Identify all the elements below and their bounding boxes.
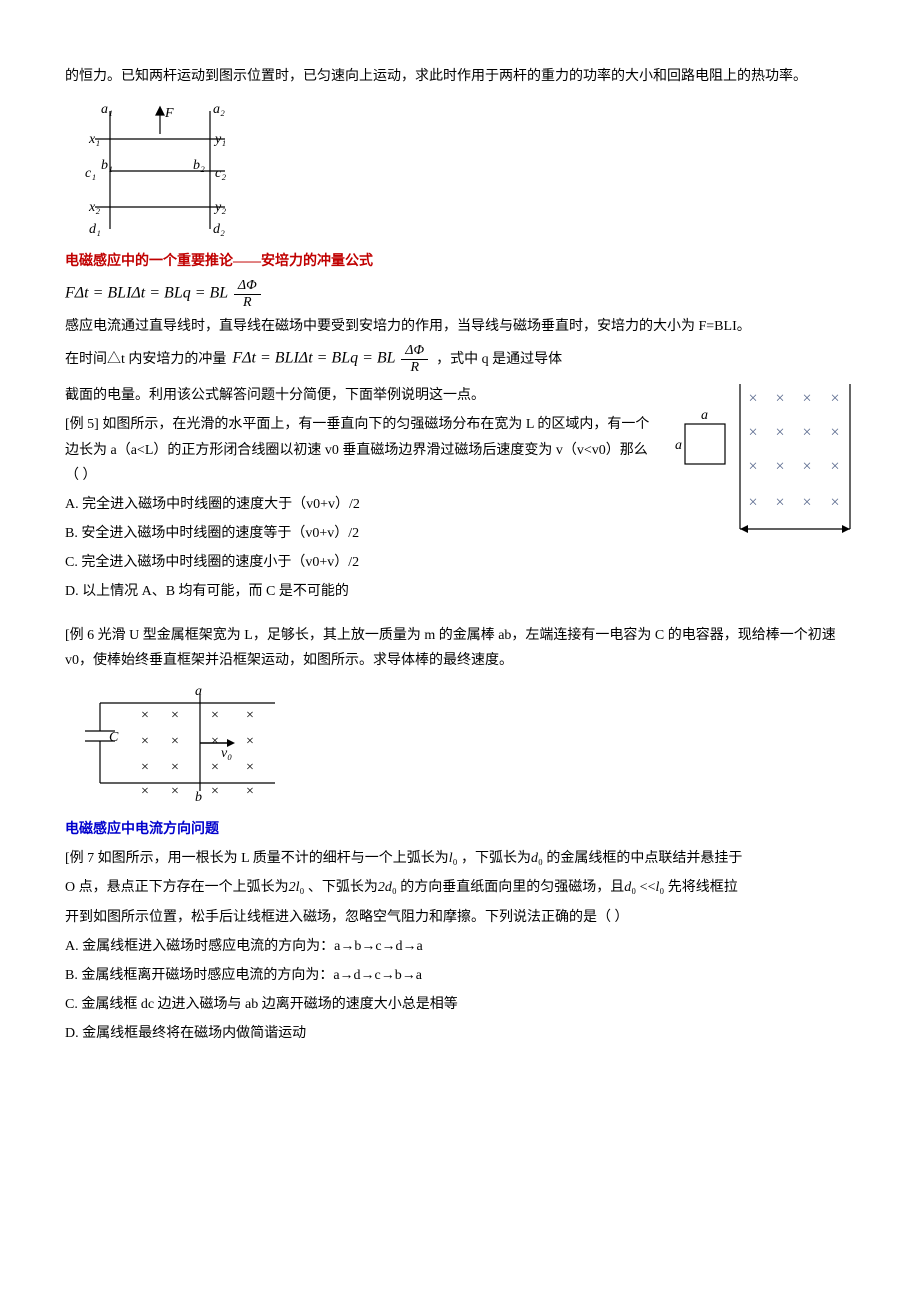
section1-title: 电磁感应中的一个重要推论——安培力的冲量公式 [65,249,855,274]
svg-text:×: × [171,708,179,723]
svg-text:a₂: a₂ [213,102,225,117]
svg-text:×: × [775,458,784,475]
example7-line3: 开到如图所示位置，松手后让线框进入磁场，忽略空气阻力和摩擦。下列说法正确的是（ … [65,905,855,930]
svg-text:×: × [211,760,219,775]
formula-fraction: ΔΦ R [234,278,261,310]
impulse-formula: FΔt = BLIΔt = BLq = BL ΔΦ R [65,278,855,310]
svg-text:y₂: y₂ [213,200,226,215]
svg-text:×: × [775,494,784,511]
svg-text:a₁: a₁ [101,102,113,117]
svg-text:×: × [830,494,839,511]
ex7-post2: ₀ 先将线框拉 [659,880,737,895]
svg-text:×: × [830,424,839,441]
figure-ex6: × × × × × × × × × × × × × × × × a b C v₀ [65,683,855,803]
svg-text:×: × [246,734,254,749]
svg-text:×: × [748,424,757,441]
svg-text:×: × [246,784,254,799]
svg-text:×: × [748,390,757,407]
svg-text:×: × [171,734,179,749]
example7-optB: B. 金属线框离开磁场时感应电流的方向为：a→d→c→b→a [65,963,855,988]
ex7-d0: d [531,851,538,866]
svg-text:x₂: x₂ [88,200,100,215]
formula-lhs: FΔt = BLIΔt = BLq = BL [65,285,228,302]
svg-text:b₂: b₂ [193,158,205,173]
svg-text:×: × [830,390,839,407]
p2-post: ，式中 q 是通过导体 [436,347,562,372]
ex7-cond-mid: ₀ << [631,880,655,895]
ex7-2d0: 2d [378,880,392,895]
svg-text:a: a [701,408,708,423]
svg-text:×: × [211,784,219,799]
svg-text:×: × [211,708,219,723]
svg-text:×: × [748,458,757,475]
section1-p2: 在时间△t 内安培力的冲量 FΔt = BLIΔt = BLq = BL ΔΦ … [65,343,855,375]
svg-text:×: × [141,708,149,723]
ex7-pre1: [例 7 如图所示，用一根长为 L 质量不计的细杆与一个上弧长为 [65,851,449,866]
frac-num: ΔΦ [234,278,261,294]
svg-text:×: × [802,424,811,441]
intro-paragraph: 的恒力。已知两杆运动到图示位置时，已匀速向上运动，求此时作用于两杆的重力的功率的… [65,64,855,89]
section2-title: 电磁感应中电流方向问题 [65,817,855,842]
svg-text:×: × [775,390,784,407]
svg-text:×: × [246,708,254,723]
svg-text:×: × [211,734,219,749]
svg-text:v₀: v₀ [221,746,232,761]
example5-optC: C. 完全进入磁场中时线圈的速度小于（v0+v）/2 [65,550,655,575]
svg-text:×: × [141,760,149,775]
example7-optC: C. 金属线框 dc 边进入磁场与 ab 边离开磁场的速度大小总是相等 [65,992,855,1017]
svg-text:b₁: b₁ [101,158,113,173]
svg-text:×: × [830,458,839,475]
svg-text:×: × [141,784,149,799]
section1-p3: 截面的电量。利用该公式解答问题十分简便，下面举例说明这一点。 [65,383,655,408]
example7-line1: [例 7 如图所示，用一根长为 L 质量不计的细杆与一个上弧长为l₀ ，下弧长为… [65,846,855,871]
svg-text:×: × [141,734,149,749]
svg-text:c₁: c₁ [85,166,96,181]
p2-pre: 在时间△t 内安培力的冲量 [65,347,226,372]
p2-formula-lhs: FΔt = BLIΔt = BLq = BL [232,350,395,367]
svg-text:×: × [171,784,179,799]
svg-text:d₂: d₂ [213,222,225,237]
figure-ex5: a a × × × × × × × × × × × × × × × × [675,379,855,539]
section1-p1: 感应电流通过直导线时，直导线在磁场中要受到安培力的作用，当导线与磁场垂直时，安培… [65,314,855,339]
frac-den: R [234,295,261,310]
example5-lead: [例 5] 如图所示，在光滑的水平面上，有一垂直向下的匀强磁场分布在宽为 L 的… [65,412,655,488]
p2-frac-den: R [401,360,428,375]
svg-text:×: × [775,424,784,441]
example7-optD: D. 金属线框最终将在磁场内做简谐运动 [65,1021,855,1046]
p2-frac-num: ΔΦ [401,343,428,359]
ex7-mid2: ₀ 、下弧长为 [300,880,378,895]
svg-text:x₁: x₁ [88,132,100,147]
svg-text:×: × [802,494,811,511]
example5-optB: B. 安全进入磁场中时线圈的速度等于（v0+v）/2 [65,521,655,546]
svg-text:×: × [748,494,757,511]
ex7-post1: ₀ 的金属线框的中点联结并悬挂于 [538,851,742,866]
ex7-2l0: 2l [289,880,300,895]
ex7-pre2: O 点，悬点正下方存在一个上弧长为 [65,880,289,895]
example5-optD: D. 以上情况 A、B 均有可能，而 C 是不可能的 [65,579,655,604]
svg-text:×: × [802,390,811,407]
svg-text:a: a [675,438,682,453]
svg-text:y₁: y₁ [213,132,226,147]
ex7-mid3: ₀ 的方向垂直纸面向里的匀强磁场，且 [392,880,624,895]
svg-text:d₁: d₁ [89,222,101,237]
example7-line2: O 点，悬点正下方存在一个上弧长为2l₀ 、下弧长为2d₀ 的方向垂直纸面向里的… [65,875,855,900]
svg-text:c₂: c₂ [215,166,226,181]
svg-text:b: b [195,790,202,803]
figure-rails: a₁ a₂ F x₁ y₁ b₁ b₂ c₁ c₂ x₂ y₂ d₁ d₂ [65,99,855,239]
p2-formula-frac: ΔΦ R [401,343,428,375]
ex7-mid1: ₀ ，下弧长为 [453,851,531,866]
svg-text:×: × [802,458,811,475]
example7-optA: A. 金属线框进入磁场时感应电流的方向为：a→b→c→d→a [65,934,855,959]
svg-text:×: × [171,760,179,775]
p2-formula: FΔt = BLIΔt = BLq = BL ΔΦ R [232,343,430,375]
svg-text:a: a [195,684,202,699]
svg-text:×: × [246,760,254,775]
example5-optA: A. 完全进入磁场中时线圈的速度大于（v0+v）/2 [65,492,655,517]
svg-text:F: F [164,106,174,121]
example6-text: [例 6 光滑 U 型金属框架宽为 L，足够长，其上放一质量为 m 的金属棒 a… [65,623,855,673]
svg-text:C: C [109,730,119,745]
